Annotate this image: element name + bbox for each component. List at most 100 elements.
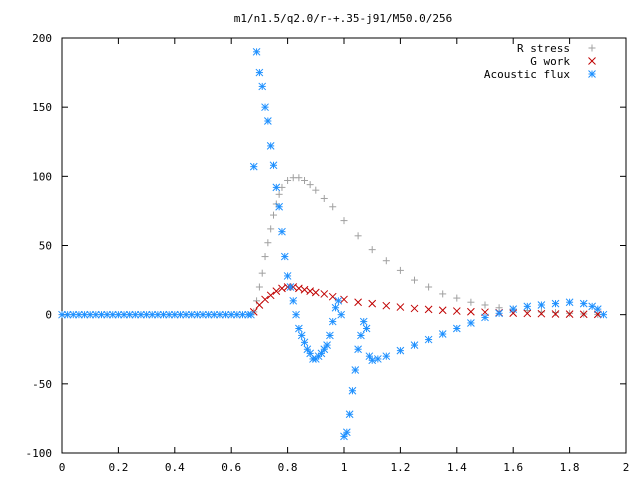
data-point [283,272,292,280]
series-g-work [249,283,602,319]
data-point [249,162,258,171]
y-tick-label: 0 [45,309,52,322]
data-point [565,298,574,307]
data-point [278,227,286,236]
data-point [382,301,391,310]
data-point [264,239,272,247]
data-point [467,307,475,316]
data-point [232,310,241,319]
data-point [131,310,140,319]
x-tick-label: 0.6 [221,461,241,474]
data-point [537,301,546,309]
data-point [328,317,337,326]
x-tick-label: 0 [59,461,66,474]
data-point [354,345,362,354]
data-point [266,291,275,300]
data-point [125,310,134,319]
data-point [354,232,362,240]
data-point [396,346,405,355]
data-point [362,324,371,333]
data-point [280,252,289,261]
x-tick-label: 1.8 [560,461,580,474]
data-point [342,428,351,437]
legend-marker [588,44,596,52]
data-point [275,190,283,198]
x-tick-label: 1 [341,461,348,474]
x-tick-label: 0.2 [108,461,128,474]
data-point [410,304,419,313]
data-point [142,310,151,319]
legend-marker [588,70,596,78]
data-point [227,310,236,319]
data-point [382,257,390,265]
data-point [252,47,261,56]
data-point [306,287,315,296]
data-point [599,310,608,319]
data-point [579,299,588,308]
y-tick-label: -100 [26,447,53,460]
plot-frame [61,37,627,454]
data-point [267,225,275,233]
x-axis: 0 0.2 0.4 0.6 0.8 1 1.2 1.4 1.6 1.8 2 [59,38,630,474]
x-tick-label: 2 [623,461,630,474]
legend-label: R stress [517,42,570,55]
y-tick-label: 150 [32,101,52,114]
data-point [312,186,320,194]
data-point [120,310,128,319]
data-point [261,295,269,304]
data-point [439,290,447,298]
data-point [275,202,283,211]
data-point [331,303,340,312]
data-point [300,338,309,347]
y-tick-label: 50 [39,240,52,253]
x-tick-label: 1.4 [447,461,467,474]
data-point [286,283,295,291]
data-point [368,299,377,308]
data-point [396,303,405,311]
data-point [424,305,433,314]
data-point [425,283,433,291]
data-point [114,310,123,319]
data-point [328,292,337,301]
data-point [452,307,461,315]
data-point [424,335,433,344]
data-point [295,324,303,333]
data-point [452,324,461,333]
data-point [301,176,309,184]
data-point [272,183,281,192]
data-point [551,299,560,308]
data-point [269,161,278,170]
data-point [467,319,475,327]
data-point [588,302,597,311]
data-point [551,310,560,318]
x-tick-label: 0.8 [278,461,298,474]
data-point [261,253,269,261]
data-point [295,284,303,293]
y-tick-label: 100 [32,170,52,183]
data-point [566,309,574,317]
data-point [453,294,461,302]
data-point [289,296,298,305]
data-point [411,276,418,284]
legend-marker [588,57,596,65]
x-tick-label: 1.2 [390,461,410,474]
data-point [351,366,360,374]
data-point [481,313,489,322]
y-axis: -100 -50 0 50 100 150 200 [26,32,626,460]
data-point [297,331,306,340]
data-point [537,309,546,318]
data-point [467,298,475,306]
data-point [337,310,346,319]
data-point [334,296,343,305]
data-point [481,301,489,309]
series-r-stress [250,174,602,318]
data-point [320,194,328,202]
data-point [91,310,100,319]
data-point [359,317,368,326]
data-point [368,356,377,365]
data-point [329,203,337,211]
data-point [523,302,532,311]
data-point [300,285,309,294]
data-point [340,295,348,304]
